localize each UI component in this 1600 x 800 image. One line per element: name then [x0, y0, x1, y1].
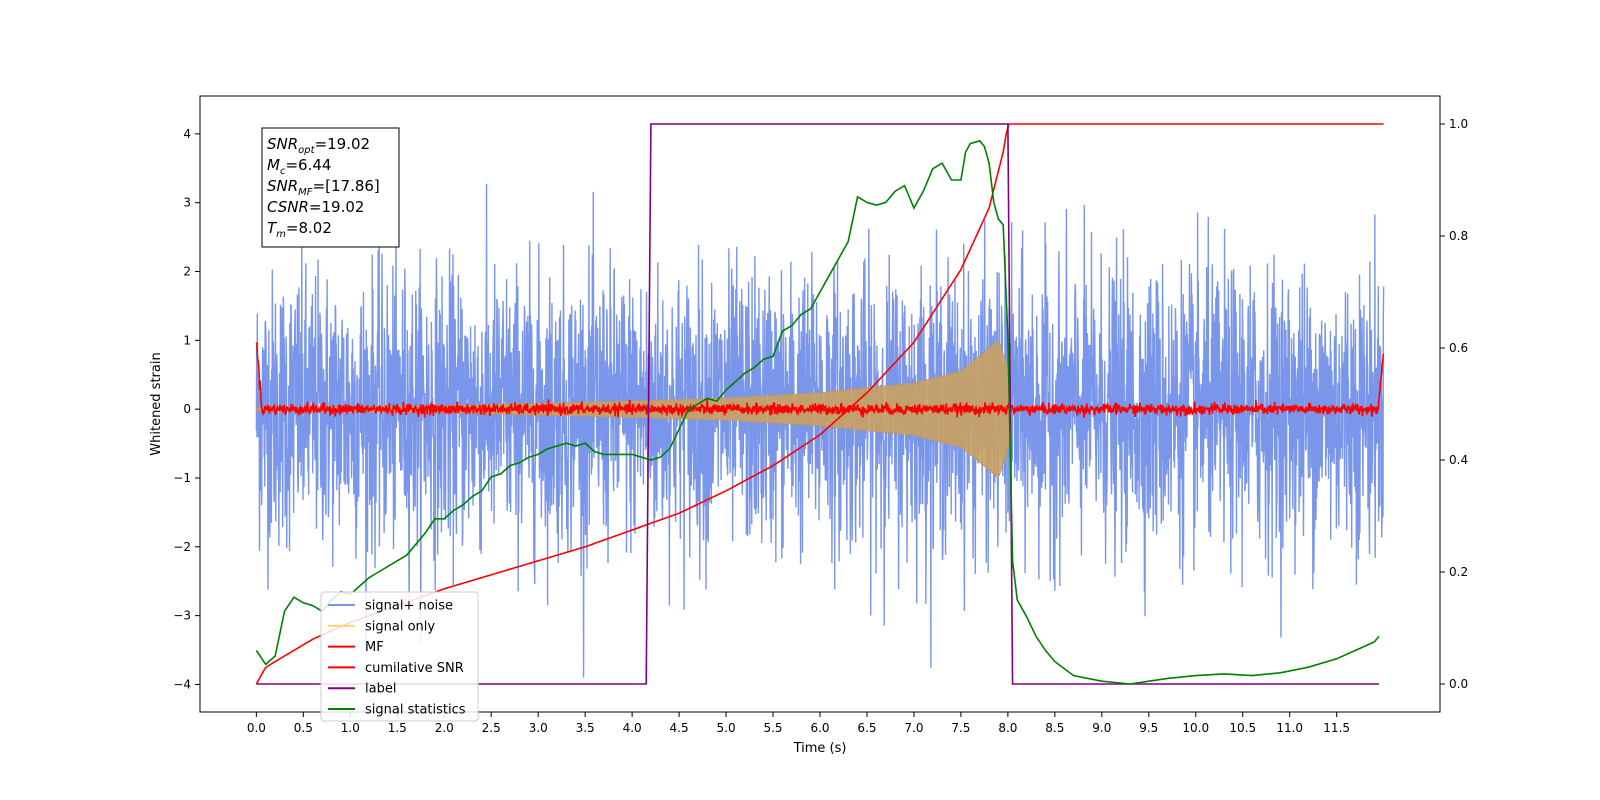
x-tick-label: 10.5 [1229, 721, 1256, 735]
y-left-tick-label: 1 [183, 333, 191, 347]
annotation-frame [261, 127, 400, 248]
y-right-tick-label: 1.0 [1449, 117, 1468, 131]
series-label-line [256, 123, 1379, 685]
legend: signal+ noise signal only MF cumilative SNR… [320, 591, 479, 722]
x-tick-label: 7.0 [904, 721, 923, 735]
y-left-tick-label: 2 [183, 265, 191, 279]
x-tick-label: 4.0 [623, 721, 642, 735]
x-tick-label: 9.0 [1092, 721, 1111, 735]
x-tick-label: 5.5 [763, 721, 782, 735]
x-tick-label: 6.0 [810, 721, 829, 735]
x-tick-label: 5.0 [717, 721, 736, 735]
y-left-tick-label: 3 [183, 196, 191, 210]
y-left-tick-label: −1 [173, 471, 191, 485]
y-right-tick-label: 0.4 [1449, 453, 1468, 467]
legend-label: MF [365, 640, 384, 655]
legend-label: signal+ noise [365, 599, 453, 614]
legend-frame [320, 591, 479, 722]
x-tick-label: 7.5 [951, 721, 970, 735]
annotation-line: CSNR=19.02 [267, 198, 364, 216]
x-tick-label: 3.5 [576, 721, 595, 735]
y-right-tick-label: 0.8 [1449, 229, 1468, 243]
series-cumilative-snr-line [255, 123, 1384, 685]
x-tick-label: 4.5 [670, 721, 689, 735]
x-tick-label: 0.5 [294, 721, 313, 735]
x-tick-label: 1.0 [341, 721, 360, 735]
y-left-tick-label: −2 [173, 540, 191, 554]
annotation-line: SNRopt=19.02 [267, 135, 370, 156]
legend-label: cumilative SNR [365, 661, 464, 676]
x-tick-label: 0.0 [247, 721, 266, 735]
y-left-tick-label: −4 [173, 677, 191, 691]
annotation-box: SNRopt=19.02Mc=6.44SNRMF=[17.86]CSNR=19.… [261, 127, 400, 248]
x-tick-label: 8.0 [998, 721, 1017, 735]
x-tick-label: 6.5 [857, 721, 876, 735]
x-tick-label: 1.5 [388, 721, 407, 735]
x-tick-label: 11.0 [1276, 721, 1303, 735]
y-left-tick-label: −3 [173, 609, 191, 623]
x-tick-label: 11.5 [1323, 721, 1350, 735]
y-left-tick-label: 4 [183, 127, 191, 141]
x-tick-label: 3.0 [529, 721, 548, 735]
y-left-tick-label: 0 [183, 402, 191, 416]
x-tick-label: 10.0 [1182, 721, 1209, 735]
x-tick-label: 2.0 [435, 721, 454, 735]
y-axis-label: Whitened strain [149, 352, 164, 455]
annotation-line: Mc=6.44 [267, 156, 331, 177]
x-axis-label: Time (s) [793, 741, 847, 756]
x-tick-label: 8.5 [1045, 721, 1064, 735]
series-signal-statistics-line [255, 139, 1380, 685]
plot-area [255, 123, 1385, 685]
x-tick-label: 2.5 [482, 721, 501, 735]
y-right-tick-label: 0.2 [1449, 565, 1468, 579]
series-mf-line [255, 342, 1385, 419]
axes-ticks: 0.0 0.5 1.0 1.5 2.0 2.5 3.0 3.5 4.0 4.5 5.0 5.5 6.0 6… [173, 117, 1468, 735]
y-right-tick-label: 0.0 [1449, 677, 1468, 691]
legend-label: signal statistics [365, 703, 466, 718]
y-right-tick-label: 0.6 [1449, 341, 1468, 355]
legend-label: signal only [365, 619, 435, 634]
annotation-line: Tm=8.02 [267, 219, 332, 240]
legend-label: label [365, 682, 396, 697]
annotation-line: SNRMF=[17.86] [267, 177, 380, 198]
x-tick-label: 9.5 [1139, 721, 1158, 735]
